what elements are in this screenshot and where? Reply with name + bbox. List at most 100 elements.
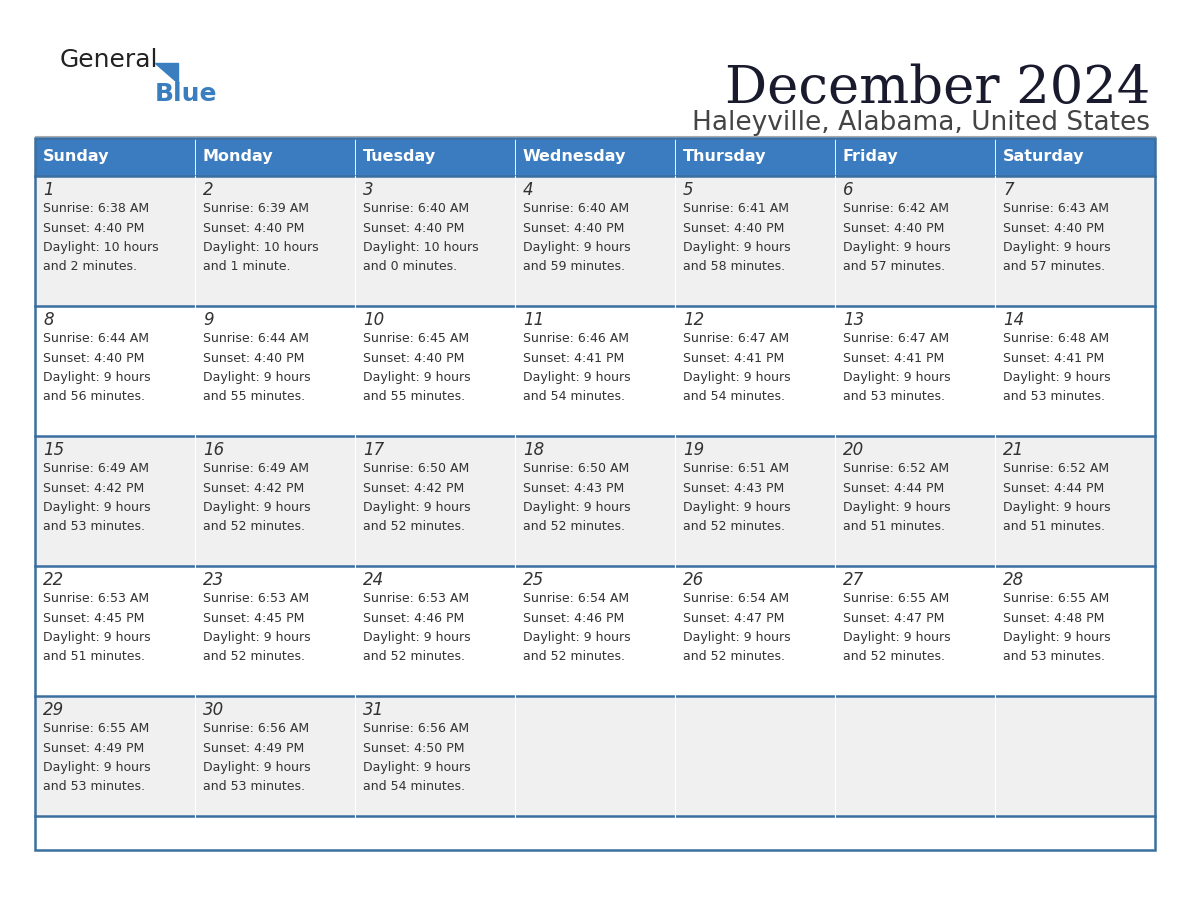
Text: Sunset: 4:40 PM: Sunset: 4:40 PM: [1003, 221, 1105, 234]
Text: December 2024: December 2024: [725, 63, 1150, 114]
Text: Sunrise: 6:42 AM: Sunrise: 6:42 AM: [843, 202, 949, 215]
Text: Blue: Blue: [154, 82, 217, 106]
Text: Sunrise: 6:55 AM: Sunrise: 6:55 AM: [843, 592, 949, 605]
Text: Sunrise: 6:52 AM: Sunrise: 6:52 AM: [843, 462, 949, 475]
Bar: [996, 566, 1155, 696]
Bar: [996, 306, 1155, 436]
Text: Daylight: 9 hours: Daylight: 9 hours: [43, 501, 151, 514]
Bar: [675, 176, 835, 306]
Text: Wednesday: Wednesday: [523, 150, 626, 164]
Text: Sunrise: 6:45 AM: Sunrise: 6:45 AM: [364, 332, 469, 345]
Bar: [996, 176, 1155, 306]
Bar: [34, 138, 1155, 850]
Text: Daylight: 9 hours: Daylight: 9 hours: [523, 241, 631, 254]
Text: Daylight: 9 hours: Daylight: 9 hours: [843, 501, 950, 514]
Text: and 58 minutes.: and 58 minutes.: [683, 261, 785, 274]
Text: Sunset: 4:40 PM: Sunset: 4:40 PM: [364, 352, 465, 364]
Text: 7: 7: [1003, 181, 1013, 199]
Bar: [355, 696, 516, 816]
Text: 12: 12: [683, 311, 704, 329]
Text: Haleyville, Alabama, United States: Haleyville, Alabama, United States: [691, 110, 1150, 136]
Text: 25: 25: [523, 571, 544, 589]
Text: Sunset: 4:40 PM: Sunset: 4:40 PM: [43, 221, 145, 234]
Text: and 54 minutes.: and 54 minutes.: [683, 390, 785, 404]
Text: Daylight: 9 hours: Daylight: 9 hours: [1003, 501, 1111, 514]
Text: Daylight: 9 hours: Daylight: 9 hours: [203, 631, 310, 644]
Bar: [516, 566, 675, 696]
Text: 14: 14: [1003, 311, 1024, 329]
Text: and 52 minutes.: and 52 minutes.: [683, 521, 785, 533]
Text: Sunset: 4:46 PM: Sunset: 4:46 PM: [523, 611, 624, 624]
Text: and 53 minutes.: and 53 minutes.: [203, 780, 305, 793]
Text: Friday: Friday: [843, 150, 898, 164]
Bar: [34, 436, 195, 566]
Text: Sunset: 4:41 PM: Sunset: 4:41 PM: [843, 352, 944, 364]
Text: Sunrise: 6:55 AM: Sunrise: 6:55 AM: [1003, 592, 1110, 605]
Bar: [516, 436, 675, 566]
Text: Sunrise: 6:50 AM: Sunrise: 6:50 AM: [364, 462, 469, 475]
Text: Sunset: 4:50 PM: Sunset: 4:50 PM: [364, 742, 465, 755]
Text: Sunset: 4:49 PM: Sunset: 4:49 PM: [203, 742, 304, 755]
Text: Sunset: 4:43 PM: Sunset: 4:43 PM: [683, 482, 784, 495]
Bar: [355, 436, 516, 566]
Text: and 59 minutes.: and 59 minutes.: [523, 261, 625, 274]
Text: 10: 10: [364, 311, 384, 329]
Text: and 52 minutes.: and 52 minutes.: [203, 651, 305, 664]
Text: and 0 minutes.: and 0 minutes.: [364, 261, 457, 274]
Text: 4: 4: [523, 181, 533, 199]
Text: and 1 minute.: and 1 minute.: [203, 261, 291, 274]
Text: and 52 minutes.: and 52 minutes.: [843, 651, 944, 664]
Text: Daylight: 9 hours: Daylight: 9 hours: [364, 761, 470, 774]
Text: Daylight: 10 hours: Daylight: 10 hours: [203, 241, 318, 254]
Text: Sunrise: 6:43 AM: Sunrise: 6:43 AM: [1003, 202, 1110, 215]
Text: Daylight: 9 hours: Daylight: 9 hours: [43, 761, 151, 774]
Text: Daylight: 9 hours: Daylight: 9 hours: [523, 501, 631, 514]
Text: and 52 minutes.: and 52 minutes.: [364, 651, 465, 664]
Text: and 52 minutes.: and 52 minutes.: [203, 521, 305, 533]
Bar: [675, 566, 835, 696]
Text: 23: 23: [203, 571, 225, 589]
Text: Sunset: 4:49 PM: Sunset: 4:49 PM: [43, 742, 144, 755]
Text: Sunrise: 6:56 AM: Sunrise: 6:56 AM: [203, 722, 309, 735]
Text: 9: 9: [203, 311, 214, 329]
Bar: [355, 176, 516, 306]
Text: Daylight: 9 hours: Daylight: 9 hours: [843, 631, 950, 644]
Text: 16: 16: [203, 441, 225, 459]
Text: Daylight: 9 hours: Daylight: 9 hours: [43, 631, 151, 644]
Text: Daylight: 9 hours: Daylight: 9 hours: [1003, 371, 1111, 384]
Text: Daylight: 9 hours: Daylight: 9 hours: [843, 241, 950, 254]
Text: 13: 13: [843, 311, 864, 329]
Text: and 52 minutes.: and 52 minutes.: [523, 651, 625, 664]
Text: Sunrise: 6:53 AM: Sunrise: 6:53 AM: [43, 592, 150, 605]
Text: Sunrise: 6:54 AM: Sunrise: 6:54 AM: [523, 592, 630, 605]
Bar: [195, 138, 355, 176]
Text: Sunset: 4:41 PM: Sunset: 4:41 PM: [1003, 352, 1105, 364]
Bar: [996, 138, 1155, 176]
Text: Sunset: 4:46 PM: Sunset: 4:46 PM: [364, 611, 465, 624]
Text: Sunrise: 6:53 AM: Sunrise: 6:53 AM: [364, 592, 469, 605]
Text: Sunset: 4:42 PM: Sunset: 4:42 PM: [43, 482, 144, 495]
Bar: [34, 138, 195, 176]
Text: Daylight: 9 hours: Daylight: 9 hours: [523, 371, 631, 384]
Bar: [195, 436, 355, 566]
Text: Daylight: 9 hours: Daylight: 9 hours: [683, 501, 791, 514]
Text: Sunset: 4:41 PM: Sunset: 4:41 PM: [523, 352, 624, 364]
Text: Sunset: 4:47 PM: Sunset: 4:47 PM: [843, 611, 944, 624]
Bar: [34, 566, 195, 696]
Bar: [195, 176, 355, 306]
Text: Sunset: 4:40 PM: Sunset: 4:40 PM: [203, 221, 304, 234]
Text: and 54 minutes.: and 54 minutes.: [523, 390, 625, 404]
Text: Sunrise: 6:49 AM: Sunrise: 6:49 AM: [43, 462, 148, 475]
Text: and 56 minutes.: and 56 minutes.: [43, 390, 145, 404]
Text: Sunrise: 6:47 AM: Sunrise: 6:47 AM: [843, 332, 949, 345]
Text: Sunset: 4:42 PM: Sunset: 4:42 PM: [364, 482, 465, 495]
Text: 6: 6: [843, 181, 854, 199]
Text: Sunrise: 6:40 AM: Sunrise: 6:40 AM: [523, 202, 630, 215]
Text: Sunrise: 6:46 AM: Sunrise: 6:46 AM: [523, 332, 628, 345]
Text: Thursday: Thursday: [683, 150, 766, 164]
Text: and 53 minutes.: and 53 minutes.: [1003, 651, 1105, 664]
Bar: [675, 138, 835, 176]
Text: 28: 28: [1003, 571, 1024, 589]
Text: Sunrise: 6:56 AM: Sunrise: 6:56 AM: [364, 722, 469, 735]
Bar: [34, 176, 195, 306]
